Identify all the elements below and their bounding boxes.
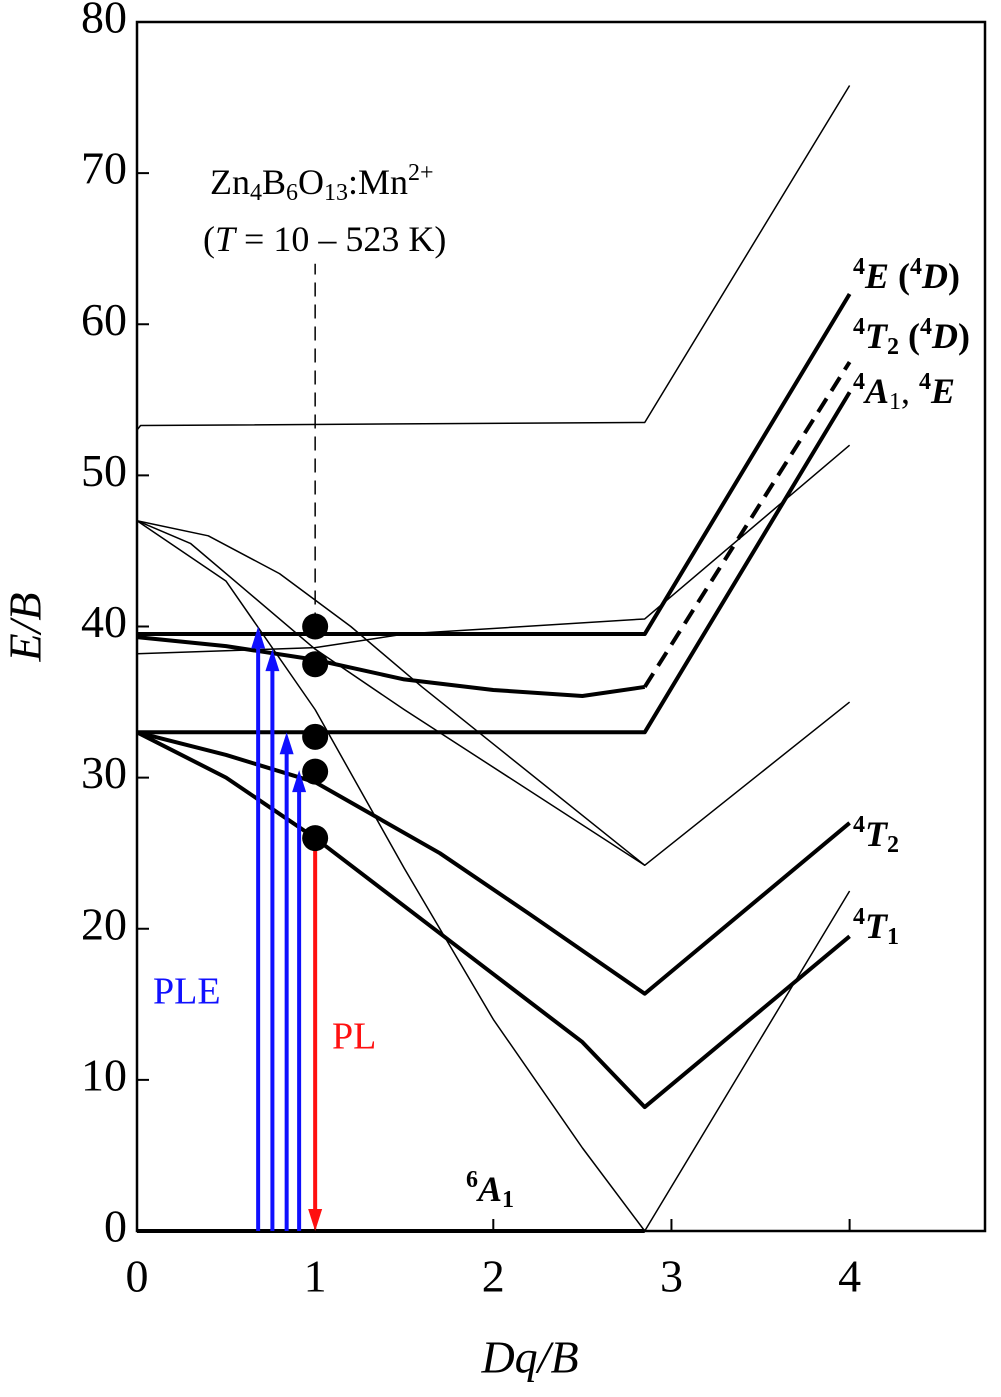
level-curve: [136, 520, 646, 866]
y-tick-label: 10: [81, 1049, 127, 1100]
excitation-arrow-head: [279, 732, 294, 755]
level-curve: [136, 730, 851, 996]
y-tick-label: 50: [81, 445, 127, 496]
curve-label: 4T2 (4D): [853, 314, 970, 360]
y-tick-label: 70: [81, 143, 127, 194]
excitation-arrow-head: [292, 770, 307, 793]
y-axis-label: E/B: [0, 593, 51, 663]
x-axis-label: Dq/B: [480, 1332, 578, 1383]
level-dot: [302, 723, 329, 750]
x-tick-label: 4: [838, 1251, 861, 1302]
curve-label: 4A1, 4E: [853, 369, 955, 415]
plot-frame: [135, 20, 987, 1233]
level-curve: [136, 85, 851, 431]
y-tick-label: 20: [81, 898, 127, 949]
curve-label: 4T1: [853, 904, 899, 950]
level-curve: [643, 360, 852, 689]
x-tick-label: 3: [660, 1251, 683, 1302]
x-tick-label: 2: [482, 1251, 505, 1302]
compound-label: Zn4B6O13:Mn2+: [210, 160, 434, 206]
excitation-arrow-head: [265, 649, 280, 672]
level-curve: [137, 292, 852, 637]
curve-label: 4T2: [853, 812, 899, 858]
curve-label: 4E (4D): [853, 254, 960, 297]
y-tick-label: 80: [81, 0, 127, 43]
y-tick-label: 40: [81, 596, 127, 647]
y-tick-label: 0: [104, 1201, 127, 1252]
level-curve: [136, 444, 851, 655]
level-dot: [302, 613, 329, 640]
pl-label: PL: [332, 1016, 376, 1058]
level-curve: [137, 391, 852, 735]
level-dot: [302, 651, 329, 678]
x-tick-label: 0: [126, 1251, 149, 1302]
level-curve: [136, 635, 646, 699]
y-tick-label: 60: [81, 294, 127, 345]
ple-label: PLE: [153, 971, 221, 1013]
level-curve: [136, 520, 851, 1232]
level-dot: [302, 825, 329, 852]
level-curve: [136, 730, 851, 1110]
y-tick-label: 30: [81, 747, 127, 798]
curve-label: 6A1: [466, 1167, 514, 1213]
level-curve: [136, 519, 851, 867]
level-dot: [302, 758, 329, 785]
condition-label: (T = 10 – 523 K): [203, 219, 446, 259]
excitation-arrow-head: [251, 626, 266, 649]
x-tick-label: 1: [304, 1251, 327, 1302]
emission-arrow-head: [308, 1209, 323, 1231]
